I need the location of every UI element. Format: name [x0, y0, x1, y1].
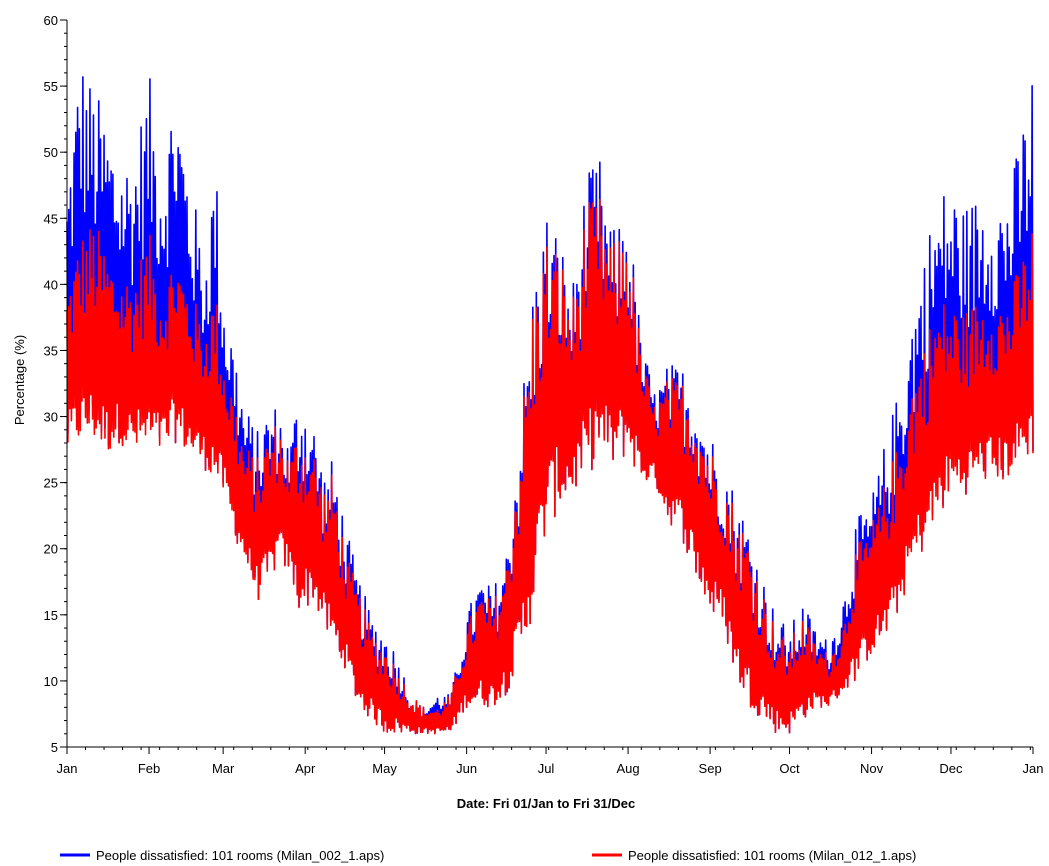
- y-tick-label: 5: [51, 740, 58, 755]
- x-tick-label: Oct: [779, 761, 800, 776]
- y-tick-label: 10: [44, 674, 58, 689]
- y-axis-title: Percentage (%): [12, 335, 27, 425]
- y-tick-label: 50: [44, 145, 58, 160]
- x-tick-label: Jul: [538, 761, 555, 776]
- y-tick-label: 30: [44, 410, 58, 425]
- y-tick-label: 45: [44, 211, 58, 226]
- x-tick-label: Aug: [617, 761, 640, 776]
- x-tick-label: Feb: [138, 761, 160, 776]
- series-layer: [66, 76, 1034, 735]
- y-tick-label: 35: [44, 343, 58, 358]
- series-line-2: [66, 198, 1034, 735]
- x-tick-label: Nov: [860, 761, 884, 776]
- y-tick-label: 25: [44, 476, 58, 491]
- x-tick-label: May: [372, 761, 397, 776]
- x-tick-label: Jun: [456, 761, 477, 776]
- y-tick-label: 15: [44, 608, 58, 623]
- x-tick-label: Jan: [1023, 761, 1044, 776]
- y-tick-label: 55: [44, 79, 58, 94]
- x-axis-title: Date: Fri 01/Jan to Fri 31/Dec: [457, 796, 635, 811]
- x-tick-label: Dec: [939, 761, 963, 776]
- y-tick-label: 40: [44, 277, 58, 292]
- x-tick-label: Jan: [57, 761, 78, 776]
- legend-label-series-1: People dissatisfied: 101 rooms (Milan_00…: [96, 848, 384, 863]
- legend: People dissatisfied: 101 rooms (Milan_00…: [60, 848, 916, 863]
- x-tick-label: Mar: [212, 761, 235, 776]
- x-tick-label: Sep: [699, 761, 722, 776]
- x-tick-label: Apr: [295, 761, 316, 776]
- y-tick-label: 20: [44, 542, 58, 557]
- legend-label-series-2: People dissatisfied: 101 rooms (Milan_01…: [628, 848, 916, 863]
- axes-layer: 5 10 15 20 25 30 35 40 45 50 55 60 Jan Feb Mar Apr May Ju…: [44, 13, 1044, 776]
- y-tick-label: 60: [44, 13, 58, 28]
